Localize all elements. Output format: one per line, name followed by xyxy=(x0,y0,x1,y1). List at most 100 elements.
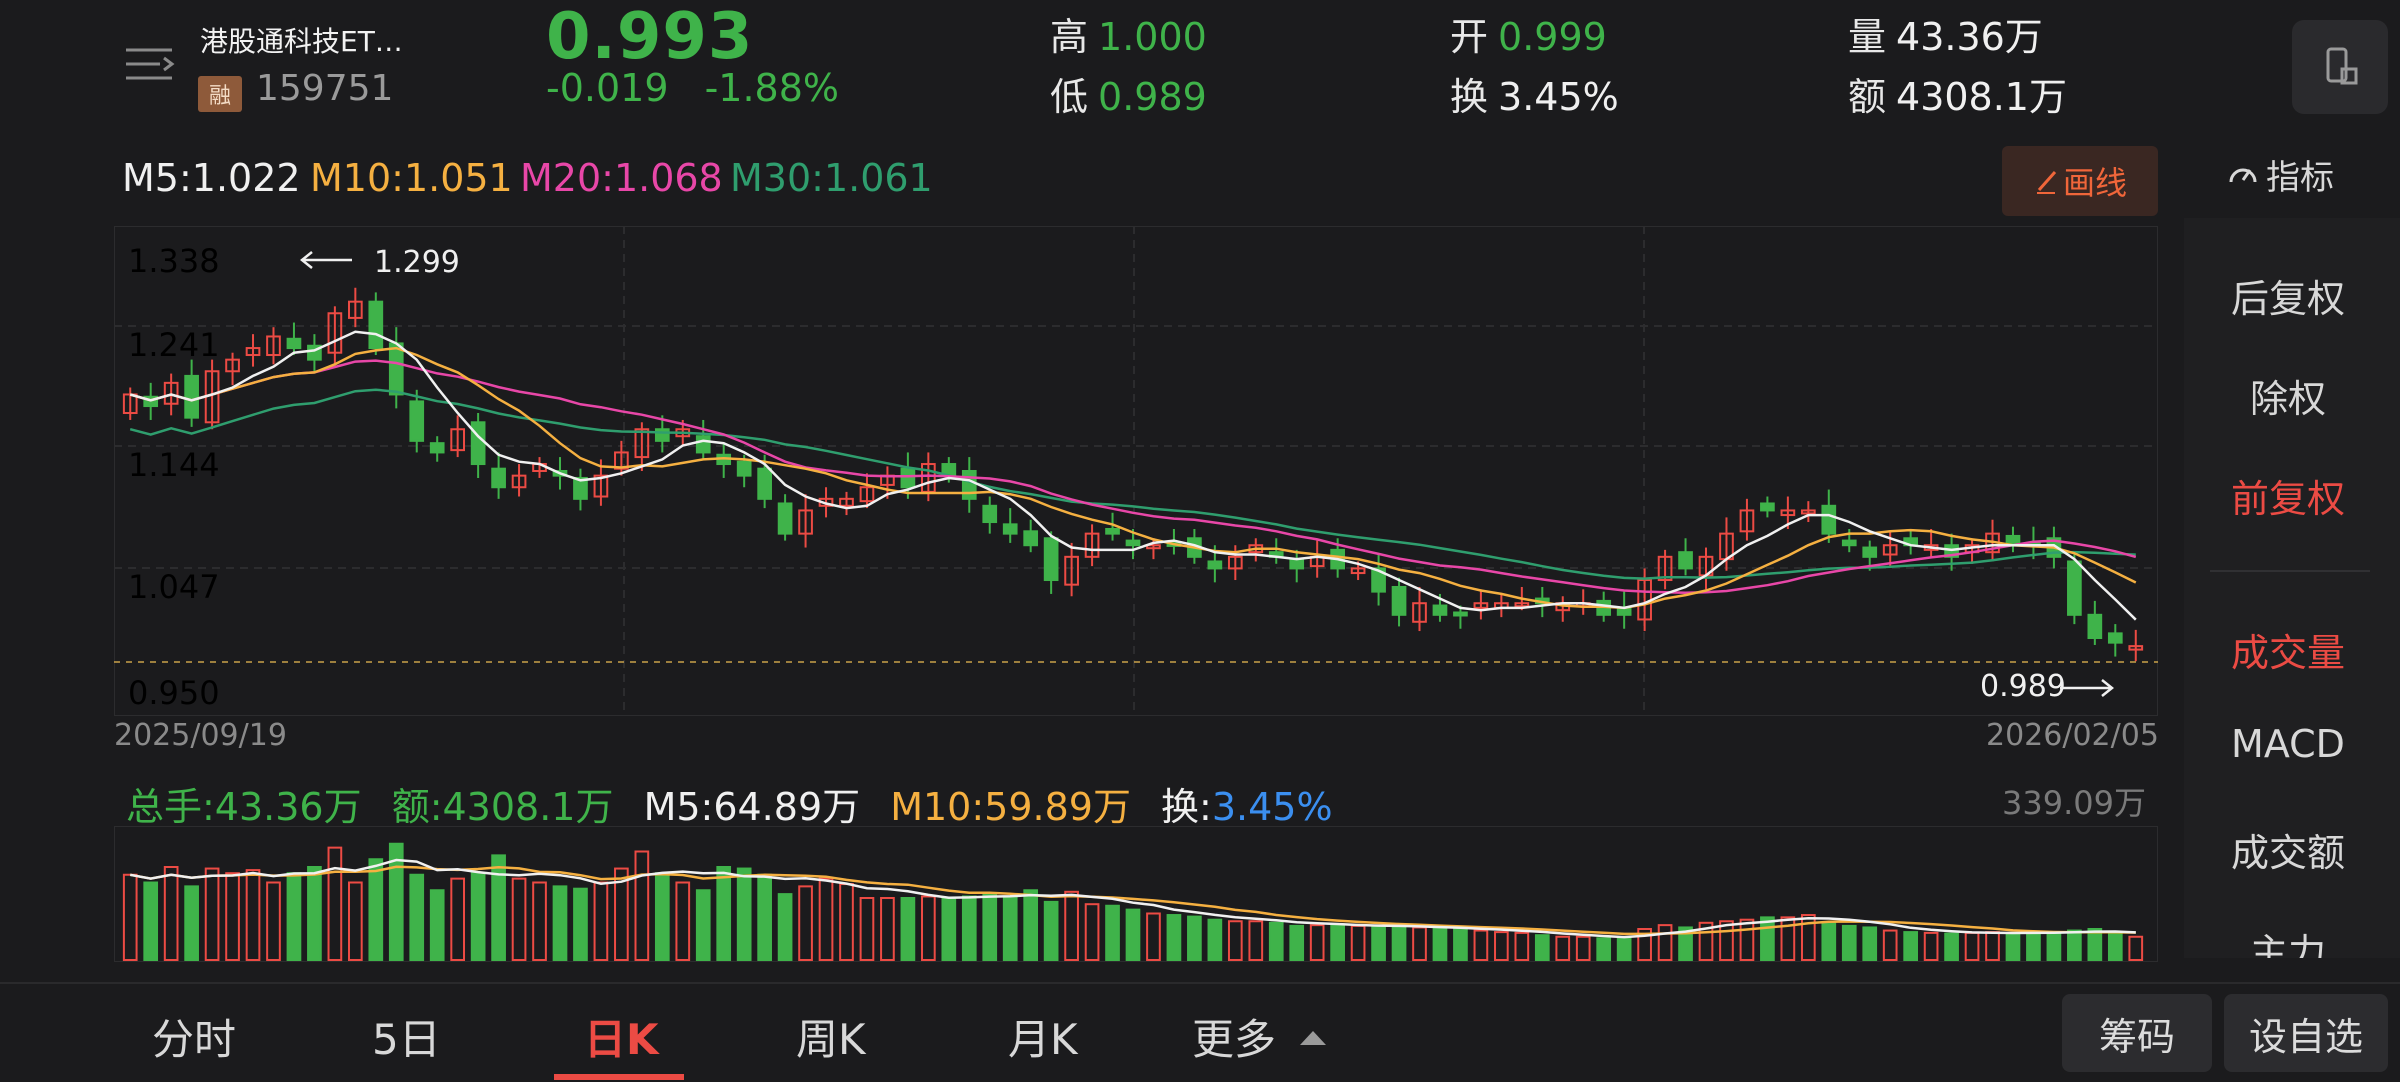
volume-bar xyxy=(798,885,813,961)
tab-intraday[interactable]: 分时 xyxy=(152,1015,237,1064)
menu-button[interactable] xyxy=(120,42,180,92)
volume-bar xyxy=(1166,914,1182,962)
chips-button[interactable]: 筹码 xyxy=(2062,994,2212,1072)
tab-daily-k[interactable]: 日K xyxy=(584,1015,659,1064)
volume-bar xyxy=(1125,908,1141,961)
volume-bar xyxy=(1944,932,1959,962)
stat-key: 额 xyxy=(1848,75,1887,119)
candle-body xyxy=(409,400,425,442)
stock-name: 港股通科技ET… xyxy=(200,25,403,58)
volume-bar xyxy=(163,866,179,961)
volume-bar xyxy=(409,873,425,961)
volume-ma-lines xyxy=(129,858,2136,939)
candle-body xyxy=(470,421,486,466)
volume-bar xyxy=(1514,931,1530,961)
option-amount[interactable]: 成交额 xyxy=(2230,831,2345,875)
volume-bar xyxy=(982,893,998,961)
volume-bar xyxy=(818,877,834,961)
high-annotation: 1.299 xyxy=(299,245,460,280)
stat-value: 0.999 xyxy=(1498,15,1607,59)
volume-bar xyxy=(1821,921,1837,962)
candle-body xyxy=(1023,530,1039,547)
volume-bar xyxy=(573,887,588,962)
gauge-icon xyxy=(2229,168,2257,182)
ma5-label: M5:1.022 xyxy=(122,156,301,200)
current-price: 0.993 xyxy=(546,0,754,74)
candle-body xyxy=(1146,544,1161,550)
ma10-label: M10:1.051 xyxy=(310,156,513,200)
device-toggle-button[interactable] xyxy=(2292,20,2388,114)
candle-body xyxy=(1391,585,1407,616)
volume-bar xyxy=(2067,929,2082,962)
candle-body xyxy=(798,509,813,535)
volume-bar xyxy=(1923,931,1939,961)
stat-turnover: 换 3.45% xyxy=(1450,66,1619,121)
volume-bar xyxy=(1760,916,1775,961)
candle-body xyxy=(654,428,670,442)
volume-bar xyxy=(184,885,199,961)
tab-monthly-k[interactable]: 月K xyxy=(1008,1015,1078,1064)
candle-body xyxy=(1657,555,1673,582)
candle-body xyxy=(1002,523,1018,535)
y-label: 1.144 xyxy=(128,446,220,484)
volume-bar xyxy=(225,872,240,962)
tab-more[interactable]: 更多 xyxy=(1192,1006,1328,1067)
volume-info: 总手:43.36万 额:4308.1万 M5:64.89万 M10:59.89万… xyxy=(126,776,1351,831)
volume-bar xyxy=(736,867,752,961)
candle-body xyxy=(1371,567,1386,593)
volume-bar xyxy=(1309,924,1325,961)
volume-bar xyxy=(1637,928,1652,961)
candle-body xyxy=(1084,532,1100,558)
volume-bar xyxy=(1248,920,1264,961)
stat-key: 低 xyxy=(1050,75,1089,119)
option-volume[interactable]: 成交量 xyxy=(2230,631,2345,675)
kline-chart[interactable]: 1.338 1.241 1.144 1.047 0.950 1.299 0.98… xyxy=(114,226,2158,716)
candle-body xyxy=(1064,555,1079,586)
volume-bar xyxy=(327,846,343,961)
volume-bar xyxy=(1882,929,1898,962)
volume-bar xyxy=(1084,903,1100,961)
volume-bar xyxy=(1555,935,1571,961)
volume-bar xyxy=(1657,924,1673,961)
volume-bar xyxy=(1371,924,1386,961)
turnover-value: 3.45% xyxy=(1211,785,1333,829)
volume-bar xyxy=(307,866,322,961)
volume-chart[interactable] xyxy=(114,826,2158,962)
turnover-label: 换: xyxy=(1161,785,1212,829)
add-watchlist-button[interactable]: 设自选 xyxy=(2224,994,2388,1072)
tab-weekly-k[interactable]: 周K xyxy=(796,1015,866,1064)
bottom-tab-bar: 分时 5日 日K 周K 月K 更多 筹码 设自选 xyxy=(0,982,2400,1082)
low-annotation: 0.989 xyxy=(1980,669,2115,704)
volume-bar xyxy=(1187,915,1202,961)
volume-bar xyxy=(1330,924,1345,961)
volume-bar xyxy=(695,889,711,961)
candle-body xyxy=(1882,544,1898,556)
candle-body xyxy=(2128,645,2144,651)
candle-body xyxy=(839,497,854,507)
volume-bar xyxy=(511,877,527,961)
option-macd[interactable]: MACD xyxy=(2231,722,2345,766)
volume-bar xyxy=(614,867,629,961)
volume-bar xyxy=(1350,924,1366,961)
option-back-adjusted[interactable]: 后复权 xyxy=(2230,277,2345,321)
ma-lines xyxy=(129,330,2137,621)
candle-body xyxy=(1207,560,1223,570)
volume-bar xyxy=(1800,914,1816,962)
stat-high: 高 1.000 xyxy=(1050,6,1207,61)
option-main-force[interactable]: 主力 xyxy=(2249,931,2326,958)
high-value: 1.299 xyxy=(374,245,460,280)
volume-bar xyxy=(347,881,363,961)
indicator-button[interactable]: 指标 xyxy=(2226,150,2334,199)
option-ex-rights[interactable]: 除权 xyxy=(2249,377,2326,421)
volume-bar xyxy=(2107,931,2123,961)
draw-line-button[interactable]: 画线 xyxy=(2002,146,2158,216)
volume-bar xyxy=(1534,934,1550,961)
volume-bar xyxy=(961,895,977,961)
candle-body xyxy=(1473,602,1489,609)
volume-bar xyxy=(941,897,957,961)
candle-body xyxy=(225,358,240,373)
candle-body xyxy=(961,470,977,500)
volume-bars xyxy=(122,842,2144,962)
option-forward-adjusted[interactable]: 前复权 xyxy=(2230,477,2345,521)
tab-5day[interactable]: 5日 xyxy=(372,1015,441,1064)
